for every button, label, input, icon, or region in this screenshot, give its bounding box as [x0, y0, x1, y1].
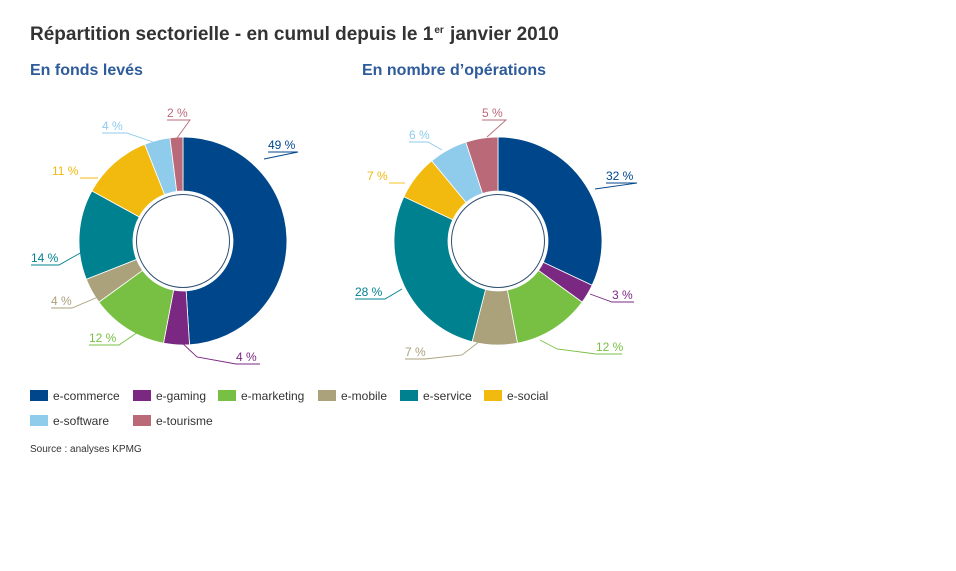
legend-swatch-e-commerce [30, 390, 48, 401]
chart-title-superscript: er [434, 25, 444, 36]
data-label-e-service: 28 % [355, 285, 383, 299]
legend-label-e-gaming: e-gaming [156, 389, 207, 403]
leader-line-e-tourisme [167, 119, 191, 139]
data-label-e-software: 6 % [409, 128, 430, 142]
data-label-e-gaming: 4 % [236, 350, 257, 364]
inner-ring [451, 194, 545, 288]
data-label-e-marketing: 12 % [89, 331, 117, 345]
legend-label-e-service: e-service [423, 389, 472, 403]
data-label-e-gaming: 3 % [612, 288, 633, 302]
chart-title-prefix: Répartition sectorielle - en cumul depui… [30, 24, 434, 45]
legend-swatch-e-gaming [133, 390, 151, 401]
legend-item-e-service: e-service [400, 389, 472, 405]
legend-item-e-marketing: e-marketing [218, 389, 304, 405]
legend-swatch-e-mobile [318, 390, 336, 401]
subtitle-fonds-leves: En fonds levés [30, 62, 143, 79]
leader-line-e-software [409, 141, 443, 151]
leader-line-e-marketing [89, 329, 142, 346]
legend-item-e-gaming: e-gaming [133, 389, 206, 405]
legend-item-e-mobile: e-mobile [318, 389, 387, 405]
legend-label-e-mobile: e-mobile [341, 389, 388, 403]
donut-chart-1: 49 % 4 % 12 % 4 % 14 % 11 % 4 % 2 % [31, 106, 299, 365]
data-label-e-tourisme: 5 % [482, 106, 503, 120]
legend-swatch-e-software [30, 415, 48, 426]
source-note: Source : analyses KPMG [30, 444, 142, 455]
data-label-e-tourisme: 2 % [167, 106, 188, 120]
leader-line-e-gaming [178, 339, 260, 365]
leader-line-e-mobile [405, 340, 481, 360]
slice-e-service [393, 196, 487, 343]
legend-item-e-commerce: e-commerce [30, 389, 120, 405]
leader-line-e-service [355, 288, 403, 300]
legend-label-e-tourisme: e-tourisme [156, 414, 213, 428]
legend-swatch-e-social [484, 390, 502, 401]
inner-ring [136, 194, 230, 288]
data-label-e-commerce: 32 % [606, 169, 634, 183]
legend-swatch-e-service [400, 390, 418, 401]
data-label-e-software: 4 % [102, 119, 123, 133]
legend-label-e-marketing: e-marketing [241, 389, 305, 403]
leader-line-e-service [31, 251, 83, 266]
data-label-e-social: 11 % [52, 164, 79, 178]
chart-title-suffix: janvier 2010 [444, 24, 559, 45]
subtitle-nombre-operations: En nombre d’opérations [362, 62, 547, 79]
legend-item-e-tourisme: e-tourisme [133, 414, 213, 430]
legend-item-e-software: e-software [30, 414, 109, 430]
data-label-e-service: 14 % [31, 251, 59, 265]
donut-chart-2: 32 % 3 % 12 % 7 % 28 % 7 % 6 % 5 % [355, 106, 638, 360]
slice-e-tourisme [169, 136, 184, 192]
leader-line-e-gaming [589, 293, 634, 303]
slice-e-tourisme [465, 136, 499, 194]
legend-label-e-social: e-social [507, 389, 549, 403]
legend-swatch-e-tourisme [133, 415, 151, 426]
chart-title: Répartition sectorielle - en cumul depui… [30, 24, 559, 46]
data-label-e-mobile: 4 % [51, 294, 72, 308]
data-label-e-social: 7 % [367, 169, 388, 183]
donut-charts: 49 % 4 % 12 % 4 % 14 % 11 % 4 % 2 % 32 % 3 % 12 % 7… [31, 106, 638, 365]
legend-label-e-software: e-software [53, 414, 110, 428]
leader-line-e-software [102, 132, 154, 143]
leader-line-e-commerce [263, 151, 299, 160]
leader-line-e-commerce [594, 182, 638, 190]
slice-e-commerce [497, 136, 603, 286]
data-label-e-marketing: 12 % [596, 340, 624, 354]
legend-swatch-e-marketing [218, 390, 236, 401]
slice-e-commerce [182, 136, 288, 346]
data-label-e-commerce: 49 % [268, 138, 296, 152]
legend-label-e-commerce: e-commerce [53, 389, 120, 403]
leader-line-e-tourisme [482, 119, 508, 138]
data-label-e-mobile: 7 % [405, 345, 426, 359]
legend-item-e-social: e-social [484, 389, 548, 405]
leader-line-e-marketing [539, 339, 622, 355]
leader-line-e-mobile [51, 296, 99, 309]
